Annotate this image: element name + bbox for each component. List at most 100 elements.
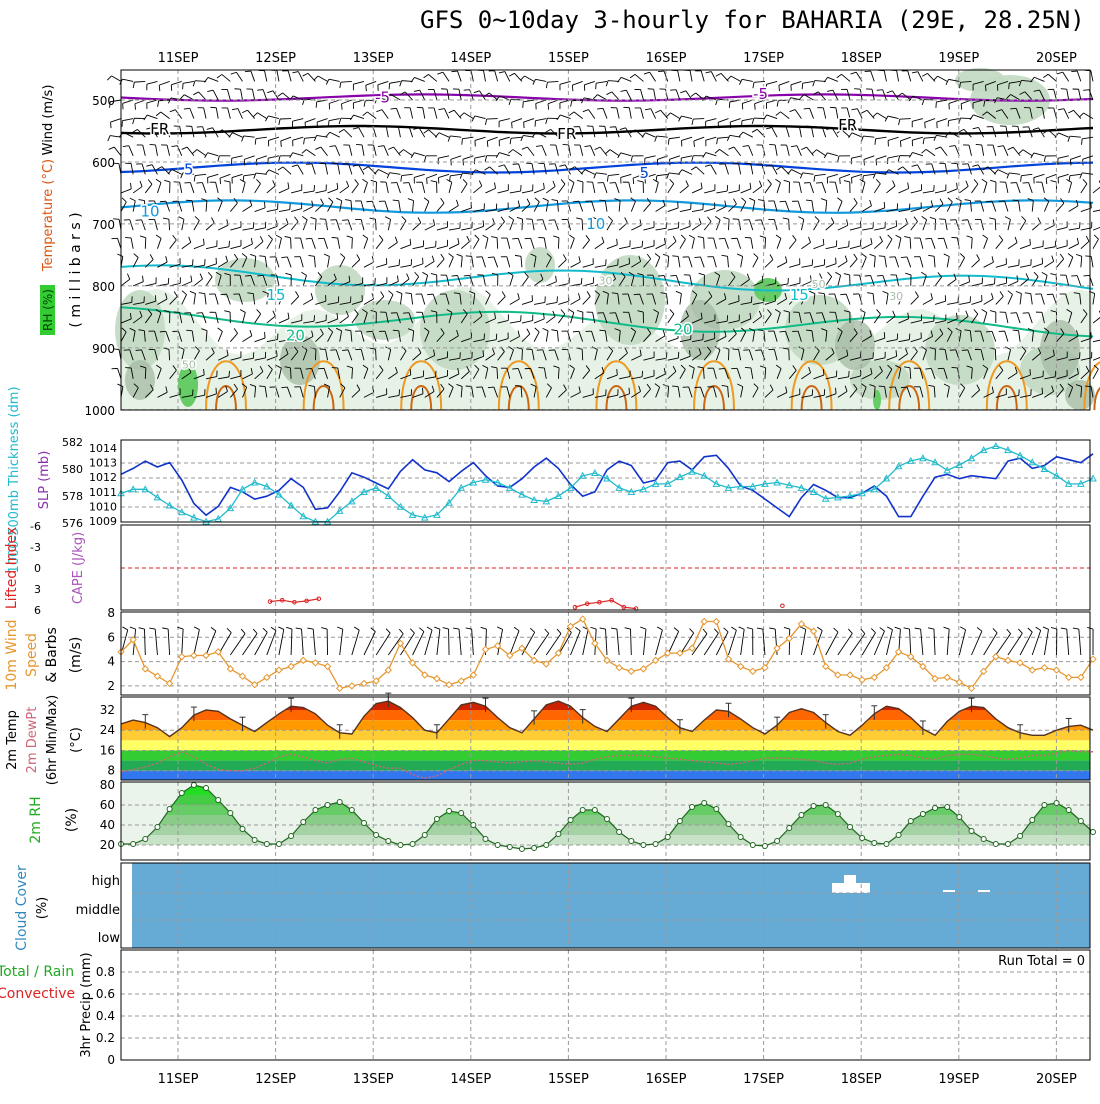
isotherm-30-loop [1094, 386, 1100, 410]
barb-flag [422, 388, 423, 394]
barb-staff [995, 219, 996, 230]
barb-flag [779, 85, 780, 91]
wind-barb [109, 147, 121, 156]
barb-flag [823, 369, 824, 375]
date-label-bottom: 12SEP [255, 1072, 296, 1087]
thickness-tick-label: 578 [62, 490, 83, 503]
barb-staff [315, 349, 316, 360]
contour-label: 15 [266, 286, 285, 304]
wind-tick-label: 8 [107, 606, 115, 620]
thickness-point [1090, 475, 1096, 481]
barb-flag [755, 220, 761, 221]
barb-flag [806, 200, 812, 201]
wind-barb [111, 119, 121, 129]
slp-tick-label: 1010 [89, 500, 117, 513]
barb-flag [877, 90, 883, 91]
barb-flag [719, 368, 725, 369]
contour-label: FR [150, 120, 169, 138]
barb-flag [281, 387, 287, 388]
date-label-bottom: 18SEP [841, 1072, 882, 1087]
barb-flag [668, 139, 669, 145]
barb-flag [221, 294, 227, 295]
wind-axis-label-1: 10m Wind [4, 619, 20, 690]
contour-label: FR [838, 116, 857, 134]
barb-staff [169, 349, 170, 360]
barb-flag [879, 386, 885, 387]
barb-flag [366, 331, 372, 332]
barb-flag [658, 276, 664, 277]
li-tick-label: 3 [34, 583, 41, 596]
barb-flag [109, 147, 115, 149]
barb-flag [617, 239, 618, 245]
cape-axis-label: CAPE (J/kg) [71, 532, 86, 604]
barb-staff [1093, 186, 1100, 193]
barb-flag [186, 330, 192, 331]
thickness-tick-label: 580 [62, 463, 83, 476]
barb-staff [765, 238, 766, 249]
barb-flag [985, 85, 986, 91]
barb-flag [410, 369, 411, 375]
barb-flag [840, 178, 841, 184]
barb-flag [599, 330, 605, 331]
date-label-bottom: 17SEP [743, 1072, 784, 1087]
wind-tick-label: 4 [107, 655, 115, 669]
barb-staff [1093, 226, 1100, 230]
barb-flag [487, 141, 488, 147]
barb-staff [352, 238, 353, 249]
pressure-tick-label: 800 [92, 280, 115, 294]
date-label-top: 14SEP [450, 51, 491, 66]
barb-flag [512, 238, 518, 239]
barb-flag [245, 275, 251, 276]
barb-flag [259, 386, 265, 387]
barb-flag [629, 388, 630, 394]
date-label-top: 20SEP [1036, 51, 1077, 66]
chart-title: GFS 0~10day 3-hourly for BAHARIA (29E, 2… [420, 6, 1085, 34]
barb-staff [522, 349, 523, 360]
rh-shading-dark [125, 360, 155, 400]
wind-barb [1093, 220, 1100, 230]
barb-flag [596, 83, 597, 89]
slp-tick-label: 1012 [89, 471, 117, 484]
li-tick-label: -6 [30, 520, 41, 533]
barb-flag [986, 331, 992, 332]
date-label-top: 18SEP [841, 51, 882, 66]
barb-flag [1046, 178, 1047, 184]
contour-label: 5 [639, 164, 649, 182]
barb-flag [718, 122, 719, 128]
barb-flag [264, 202, 265, 208]
contour-label: 10 [141, 203, 160, 221]
barb-flag [366, 201, 372, 202]
barb-flag [1070, 159, 1071, 165]
barb-flag [755, 350, 761, 351]
barb-staff [704, 238, 705, 249]
barb-staff [935, 219, 936, 230]
date-label-top: 15SEP [548, 51, 589, 66]
barb-flag [452, 276, 458, 277]
date-label-top: 11SEP [158, 51, 199, 66]
barb-flag [1009, 83, 1010, 89]
barb-flag [1071, 276, 1077, 277]
wind-barb [1093, 181, 1100, 193]
date-label-top: 17SEP [743, 51, 784, 66]
contour-label: 50 [182, 358, 196, 371]
barb-flag [523, 102, 524, 108]
barb-flag [1030, 369, 1031, 375]
barb-staff [1093, 294, 1095, 305]
barb-staff [1093, 369, 1098, 379]
barb-staff [558, 238, 559, 249]
barb-flag [658, 71, 664, 72]
barb-flag [672, 386, 678, 387]
date-label-bottom: 11SEP [158, 1072, 199, 1087]
barb-flag [572, 85, 573, 91]
wind-barb [1093, 350, 1100, 360]
barb-staff [789, 219, 790, 230]
wind-axis-label-4: (m/s) [68, 637, 84, 674]
barb-flag [160, 201, 166, 202]
rh-shading-mid [315, 265, 365, 315]
barb-flag [159, 85, 160, 91]
barb-staff [497, 238, 498, 249]
barb-flag [925, 238, 931, 239]
barb-flag [925, 368, 931, 369]
slp-tick-label: 1013 [89, 457, 117, 470]
